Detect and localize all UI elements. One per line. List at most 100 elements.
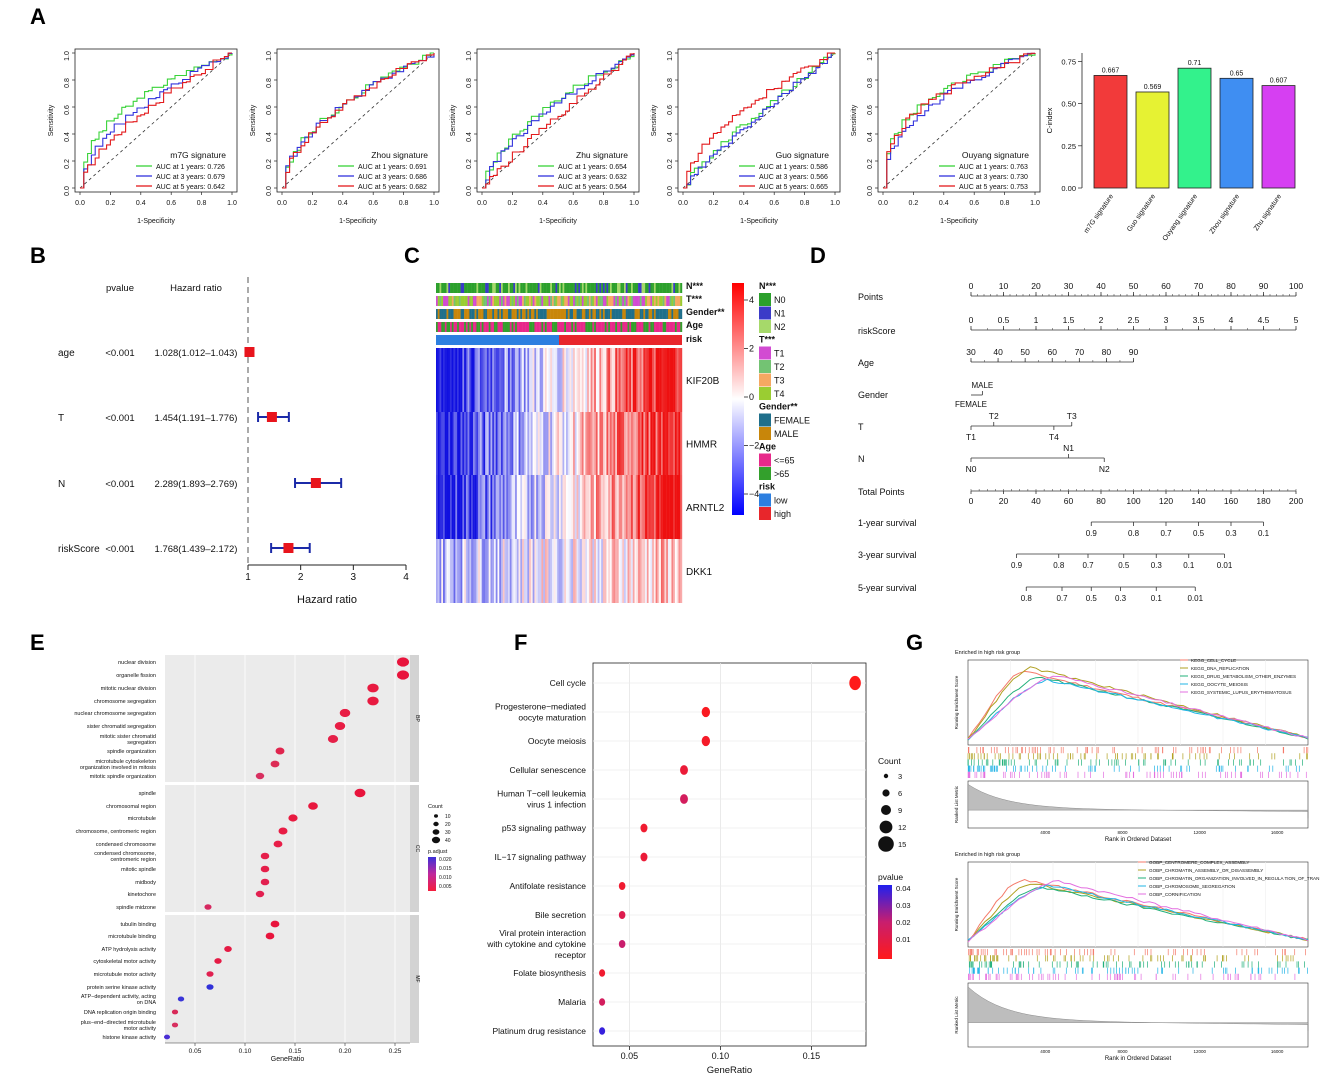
heatmap-cell	[652, 539, 655, 603]
heatmap-annotation-cell	[674, 322, 677, 332]
heatmap-annotation-cell	[664, 322, 667, 332]
heatmap-annotation-cell	[632, 309, 635, 319]
heatmap-annotation-cell	[546, 322, 549, 332]
heatmap-annotation-cell	[532, 296, 535, 306]
heatmap-annotation-cell	[627, 322, 630, 332]
heatmap-cell	[451, 539, 454, 603]
heatmap-cell	[624, 348, 626, 412]
roc-y-label: Sensitivity	[48, 104, 55, 136]
heatmap-annotation-cell	[616, 283, 619, 293]
heatmap-annotation-cell	[567, 309, 570, 319]
roc-x-label: 1-Specificity	[137, 218, 175, 225]
kegg-dot	[640, 823, 648, 833]
roc-x-tick-label: 0.4	[739, 200, 749, 207]
heatmap-annotation-cell	[485, 322, 488, 332]
gsea-plot-title: Enriched in high risk group	[955, 852, 1020, 858]
heatmap-cell	[550, 539, 553, 603]
roc-curve-series	[482, 53, 635, 189]
kegg-dot	[680, 794, 688, 804]
heatmap-cell	[659, 348, 662, 412]
heatmap-cell	[551, 475, 554, 539]
heatmap-annotation-cell	[676, 309, 679, 319]
heatmap-annotation-cell	[660, 309, 663, 319]
heatmap-cell	[497, 348, 500, 412]
heatmap-annotation-cell	[606, 283, 609, 293]
heatmap-cell	[518, 412, 521, 475]
heatmap-annotation-cell	[530, 296, 533, 306]
heatmap-annotation-cell	[472, 309, 475, 319]
forest-x-tick-label: 4	[403, 572, 409, 583]
heatmap-annotation-cell	[653, 309, 656, 319]
heatmap-cell	[476, 348, 479, 412]
heatmap-annotation-cell	[518, 322, 521, 332]
heatmap-cell	[578, 475, 581, 539]
heatmap-cell	[509, 539, 512, 603]
heatmap-annotation-cell	[662, 296, 665, 306]
heatmap-annotation-cell	[457, 309, 460, 319]
kegg-dot	[618, 910, 626, 920]
heatmap-cell	[457, 348, 460, 412]
nomogram-age-tick-label: 70	[1075, 347, 1085, 357]
heatmap-annotation-cell	[513, 322, 516, 332]
heatmap-annotation-cell	[508, 322, 510, 332]
heatmap-annotation-cell	[639, 296, 642, 306]
roc-legend-text: AUC at 5 years: 0.564	[558, 184, 627, 191]
heatmap-cell	[536, 348, 539, 412]
panel-label-b: B	[30, 243, 46, 268]
heatmap-gene-row	[436, 475, 683, 539]
roc-y-tick-label: 0.2	[667, 159, 674, 169]
heatmap-cell	[443, 539, 445, 603]
heatmap-cell	[569, 348, 572, 412]
nomogram-points-tick-label: 60	[1161, 281, 1171, 291]
heatmap-annotation-cell	[493, 283, 496, 293]
heatmap-annotation-cell	[625, 296, 628, 306]
kegg-term-label: virus 1 infection	[527, 800, 586, 810]
heatmap-annotation-cell	[564, 296, 567, 306]
heatmap-scale-label: −4	[749, 489, 759, 499]
heatmap-annotation-cell	[492, 296, 495, 306]
roc-y-label: Sensitivity	[851, 104, 858, 136]
heatmap-annotation-cell	[492, 309, 495, 319]
heatmap-annotation-cell	[622, 296, 625, 306]
heatmap-cell	[495, 348, 498, 412]
heatmap-annotation-cell	[559, 283, 561, 293]
heatmap-annotation-cell	[669, 283, 672, 293]
heatmap-annotation-cell	[569, 322, 572, 332]
heatmap-annotation-cell	[530, 283, 533, 293]
nomogram-row-label: Points	[858, 292, 884, 302]
heatmap-annotation-cell	[646, 322, 649, 332]
heatmap-cell	[585, 412, 588, 475]
heatmap-cell	[543, 475, 546, 539]
go-dot	[288, 814, 298, 822]
roc-y-label: Sensitivity	[250, 104, 257, 136]
roc-x-tick-label: 0.6	[969, 200, 979, 207]
heatmap-cell	[632, 539, 635, 603]
heatmap-cell	[451, 412, 454, 475]
heatmap-cell	[469, 475, 472, 539]
heatmap-annotation-cell	[609, 322, 612, 332]
go-term-label: protein serine kinase activity	[87, 985, 156, 991]
heatmap-annotation-row	[436, 322, 683, 332]
go-size-legend-label: 40	[445, 838, 451, 844]
heatmap-annotation-cell	[539, 296, 542, 306]
heatmap-cell	[515, 412, 518, 475]
heatmap-cell	[673, 539, 676, 603]
heatmap-cell	[465, 539, 468, 603]
heatmap-cell	[590, 412, 593, 475]
heatmap-cell	[455, 412, 458, 475]
heatmap-annotation-cell	[523, 296, 526, 306]
heatmap-annotation-cell	[464, 283, 467, 293]
heatmap-annotation-cell	[467, 283, 470, 293]
heatmap-cell	[599, 348, 602, 412]
kegg-size-legend-dot	[879, 820, 893, 834]
heatmap-cell	[483, 348, 486, 412]
heatmap-annotation-cell	[485, 283, 488, 293]
heatmap-cell	[673, 475, 676, 539]
heatmap-cell	[606, 348, 609, 412]
heatmap-annotation-cell	[599, 322, 602, 332]
heatmap-cell	[560, 475, 563, 539]
roc-x-tick-label: 1.0	[629, 200, 639, 207]
heatmap-cell	[534, 412, 537, 475]
roc-frame	[276, 48, 440, 193]
heatmap-scale-label: 4	[749, 295, 754, 305]
